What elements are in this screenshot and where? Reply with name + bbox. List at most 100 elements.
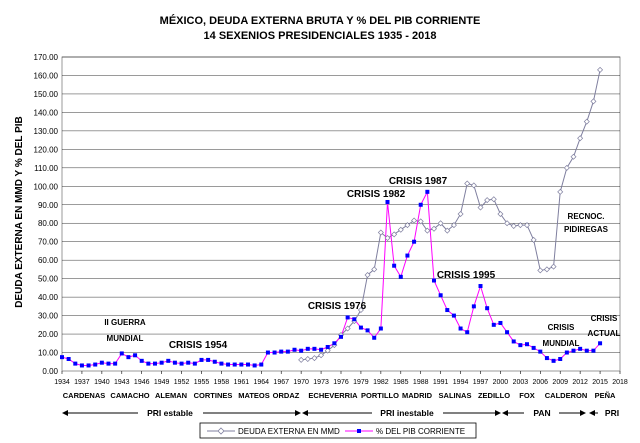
point-deuda	[543, 266, 550, 273]
x-tick-label: 1961	[234, 379, 250, 386]
x-tick-label: 1934	[54, 379, 70, 386]
point-pib	[598, 341, 603, 346]
legend-box	[199, 422, 477, 439]
point-deuda	[597, 66, 604, 73]
annotation-mundial-2009: MUNDIAL	[543, 339, 580, 348]
president-labels: CARDENAS CAMACHO ALEMAN CORTINES MATEOS …	[63, 391, 616, 400]
x-tick-label: 1976	[333, 379, 349, 386]
y-tick-label: 0.00	[42, 367, 58, 376]
point-pib	[212, 359, 217, 364]
point-deuda	[298, 356, 305, 363]
point-pib	[551, 358, 556, 363]
point-deuda	[384, 235, 391, 242]
president-label: SALINAS	[439, 391, 472, 400]
point-pib	[259, 362, 264, 367]
annotation-crisis-1982: CRISIS 1982	[347, 189, 406, 200]
point-deuda	[557, 188, 564, 195]
point-deuda	[470, 182, 477, 189]
point-deuda	[371, 266, 378, 273]
point-pib	[438, 293, 443, 298]
chart-subtitle: 14 SEXENIOS PRESIDENCIALES 1935 - 2018	[204, 30, 437, 42]
point-pib	[564, 350, 569, 355]
y-tick-label: 130.00	[34, 127, 59, 136]
series-line-deuda	[301, 69, 601, 361]
legend-marker-pib	[357, 429, 361, 433]
x-tick-label: 1994	[453, 379, 469, 386]
point-deuda	[311, 355, 318, 362]
x-tick-label: 1946	[134, 379, 150, 386]
point-pib	[505, 330, 510, 335]
chart-title: MÉXICO, DEUDA EXTERNA BRUTA Y % DEL PIB …	[160, 14, 481, 27]
x-tick-label: 1940	[94, 379, 110, 386]
x-tick-label: 2018	[612, 379, 628, 386]
point-pib	[485, 306, 490, 311]
point-pib	[119, 351, 124, 356]
x-tick-label: 1952	[174, 379, 190, 386]
point-pib	[146, 361, 151, 366]
point-pib	[445, 308, 450, 313]
y-tick-label: 60.00	[38, 256, 59, 265]
annotation-crisis-1995: CRISIS 1995	[437, 270, 496, 281]
point-deuda	[318, 352, 325, 359]
x-tick-label: 1985	[393, 379, 409, 386]
point-pib	[432, 278, 436, 283]
point-deuda	[450, 222, 457, 229]
point-pib	[558, 356, 563, 361]
plot-area	[61, 56, 621, 372]
point-pib	[113, 361, 118, 366]
point-pib	[571, 348, 576, 353]
point-deuda	[357, 307, 364, 314]
point-deuda	[497, 211, 504, 217]
point-pib	[531, 345, 536, 350]
legend-label-pib: % DEL PIB CORRIENTE	[376, 427, 465, 436]
y-tick-label: 70.00	[38, 238, 59, 247]
point-pib	[398, 274, 403, 279]
point-pib	[226, 362, 231, 367]
point-pib	[166, 358, 171, 363]
point-deuda	[590, 98, 597, 105]
y-tick-label: 80.00	[38, 219, 59, 228]
point-pib	[172, 360, 177, 365]
point-deuda	[424, 227, 431, 234]
point-deuda	[537, 267, 544, 274]
x-ticks: 1934 1937 1940 1943 1946 1949 1952 1955 1958 1961…	[54, 371, 628, 386]
president-label: ALEMAN	[155, 391, 187, 400]
point-deuda	[504, 220, 511, 227]
y-tick-label: 10.00	[38, 349, 59, 358]
annotation-crisis-1976: CRISIS 1976	[308, 301, 367, 312]
y-tick-label: 150.00	[34, 90, 59, 99]
point-pib	[192, 361, 197, 366]
point-pib	[206, 357, 211, 362]
y-ticks: 0.00 10.00 20.00 30.00 40.00 50.00 60.00 70.00 8…	[34, 53, 59, 376]
point-pib	[319, 347, 324, 352]
x-tick-label: 1973	[313, 379, 329, 386]
point-pib	[491, 322, 496, 327]
point-pib	[106, 361, 111, 366]
point-pib	[186, 360, 191, 365]
president-label: MATEOS	[238, 391, 270, 400]
x-tick-label: 2000	[493, 379, 509, 386]
point-deuda	[457, 211, 464, 217]
point-pib	[299, 348, 304, 353]
y-tick-label: 120.00	[34, 145, 59, 154]
point-pib	[232, 362, 237, 367]
point-pib	[418, 202, 423, 207]
president-label: CARDENAS	[63, 391, 106, 400]
point-pib	[478, 284, 483, 289]
x-tick-label: 2015	[592, 379, 608, 386]
point-pib	[471, 304, 476, 309]
point-deuda	[490, 196, 497, 203]
point-pib	[219, 361, 224, 366]
point-pib	[153, 361, 157, 366]
president-label: MADRID	[402, 391, 433, 400]
point-pib	[578, 346, 583, 351]
point-deuda	[324, 347, 331, 354]
y-tick-label: 40.00	[38, 293, 59, 302]
point-pib	[272, 350, 277, 355]
y-tick-label: 160.00	[34, 71, 59, 80]
annotation-crisis-1954: CRISIS 1954	[169, 340, 228, 351]
annotation-ii-guerra: II GUERRA	[104, 318, 146, 327]
point-pib	[199, 357, 204, 362]
point-pib	[352, 317, 357, 322]
